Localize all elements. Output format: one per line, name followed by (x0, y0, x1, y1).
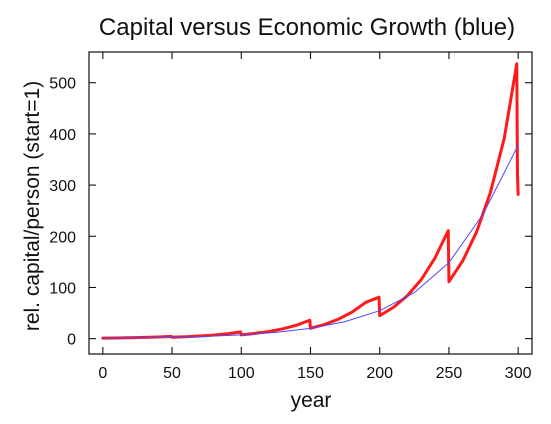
x-tick-label: 300 (505, 365, 532, 382)
x-tick-label: 200 (366, 365, 393, 382)
y-tick-label: 0 (67, 332, 76, 349)
x-tick-label: 0 (98, 365, 107, 382)
x-axis-label: year (291, 389, 332, 412)
x-tick-label: 250 (436, 365, 463, 382)
x-tick-label: 100 (228, 365, 255, 382)
series-lines (101, 62, 520, 340)
axis-tick-labels: 0 50 100 150 200 250 300 0 100 200 300 400 500 (49, 76, 531, 382)
plot-frame (88, 51, 533, 355)
x-tick-label: 50 (163, 365, 181, 382)
chart-title: Capital versus Economic Growth (blue) (99, 14, 515, 41)
y-tick-label: 200 (49, 229, 76, 246)
capital-line (101, 62, 520, 340)
y-tick-label: 500 (49, 76, 76, 93)
x-tick-label: 150 (297, 365, 324, 382)
y-tick-label: 400 (49, 127, 76, 144)
y-tick-label: 300 (49, 178, 76, 195)
economic-growth-line (102, 144, 519, 339)
y-tick-label: 100 (49, 280, 76, 297)
axis-ticks (89, 52, 532, 354)
y-axis-label: rel. capital/person (start=1) (21, 81, 44, 331)
